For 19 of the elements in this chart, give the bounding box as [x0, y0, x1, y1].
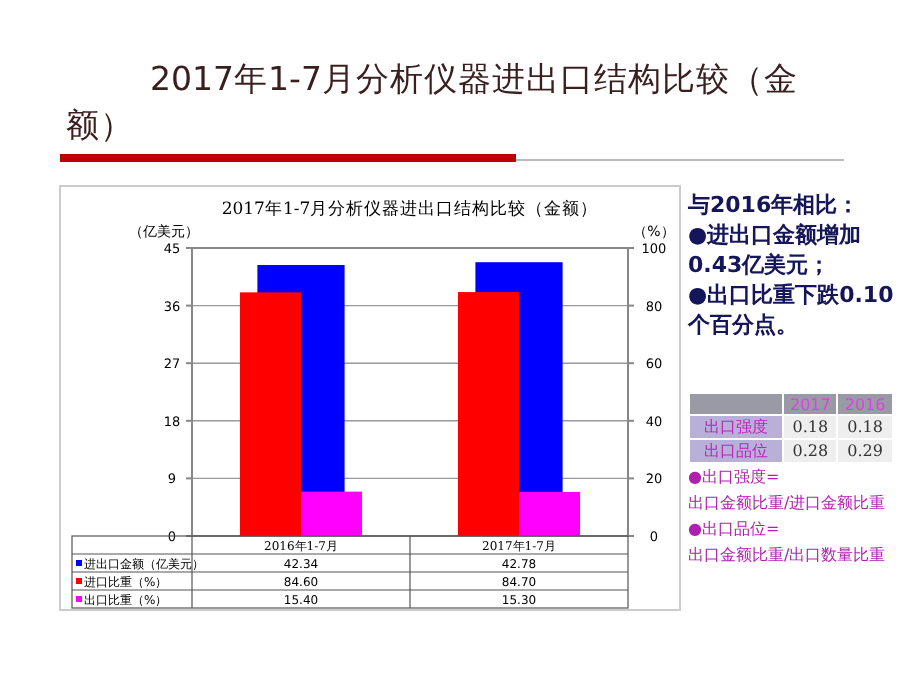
- text: ●出口比重下跌0.10个百分点。: [688, 280, 896, 340]
- text: 0.29: [838, 440, 892, 462]
- text: ●出口强度=: [688, 466, 782, 490]
- text: 出口强度: [690, 416, 782, 438]
- text: 出口金额比重/进口金额比重: [688, 492, 888, 516]
- text: ●进出口金额增加0.43亿美元；: [688, 220, 864, 280]
- text: 2016: [838, 394, 892, 414]
- bar: [301, 491, 363, 536]
- chart-subtitle: 2017年1-7月分析仪器进出口结构比较（金额）: [221, 198, 599, 220]
- text: 与2016年相比：: [688, 190, 862, 220]
- text: 0.18: [838, 416, 892, 438]
- text: 0.28: [784, 440, 837, 462]
- chart-title: 2017年1-7月分析仪器进出口结构比较（金额）: [66, 58, 800, 148]
- text: 出口金额比重/出口数量比重: [688, 544, 888, 568]
- text: 2017: [784, 394, 837, 414]
- text: ●出口品位=: [688, 518, 782, 542]
- bar: [519, 491, 581, 536]
- text: 出口品位: [690, 440, 782, 462]
- text: 0.18: [784, 416, 837, 438]
